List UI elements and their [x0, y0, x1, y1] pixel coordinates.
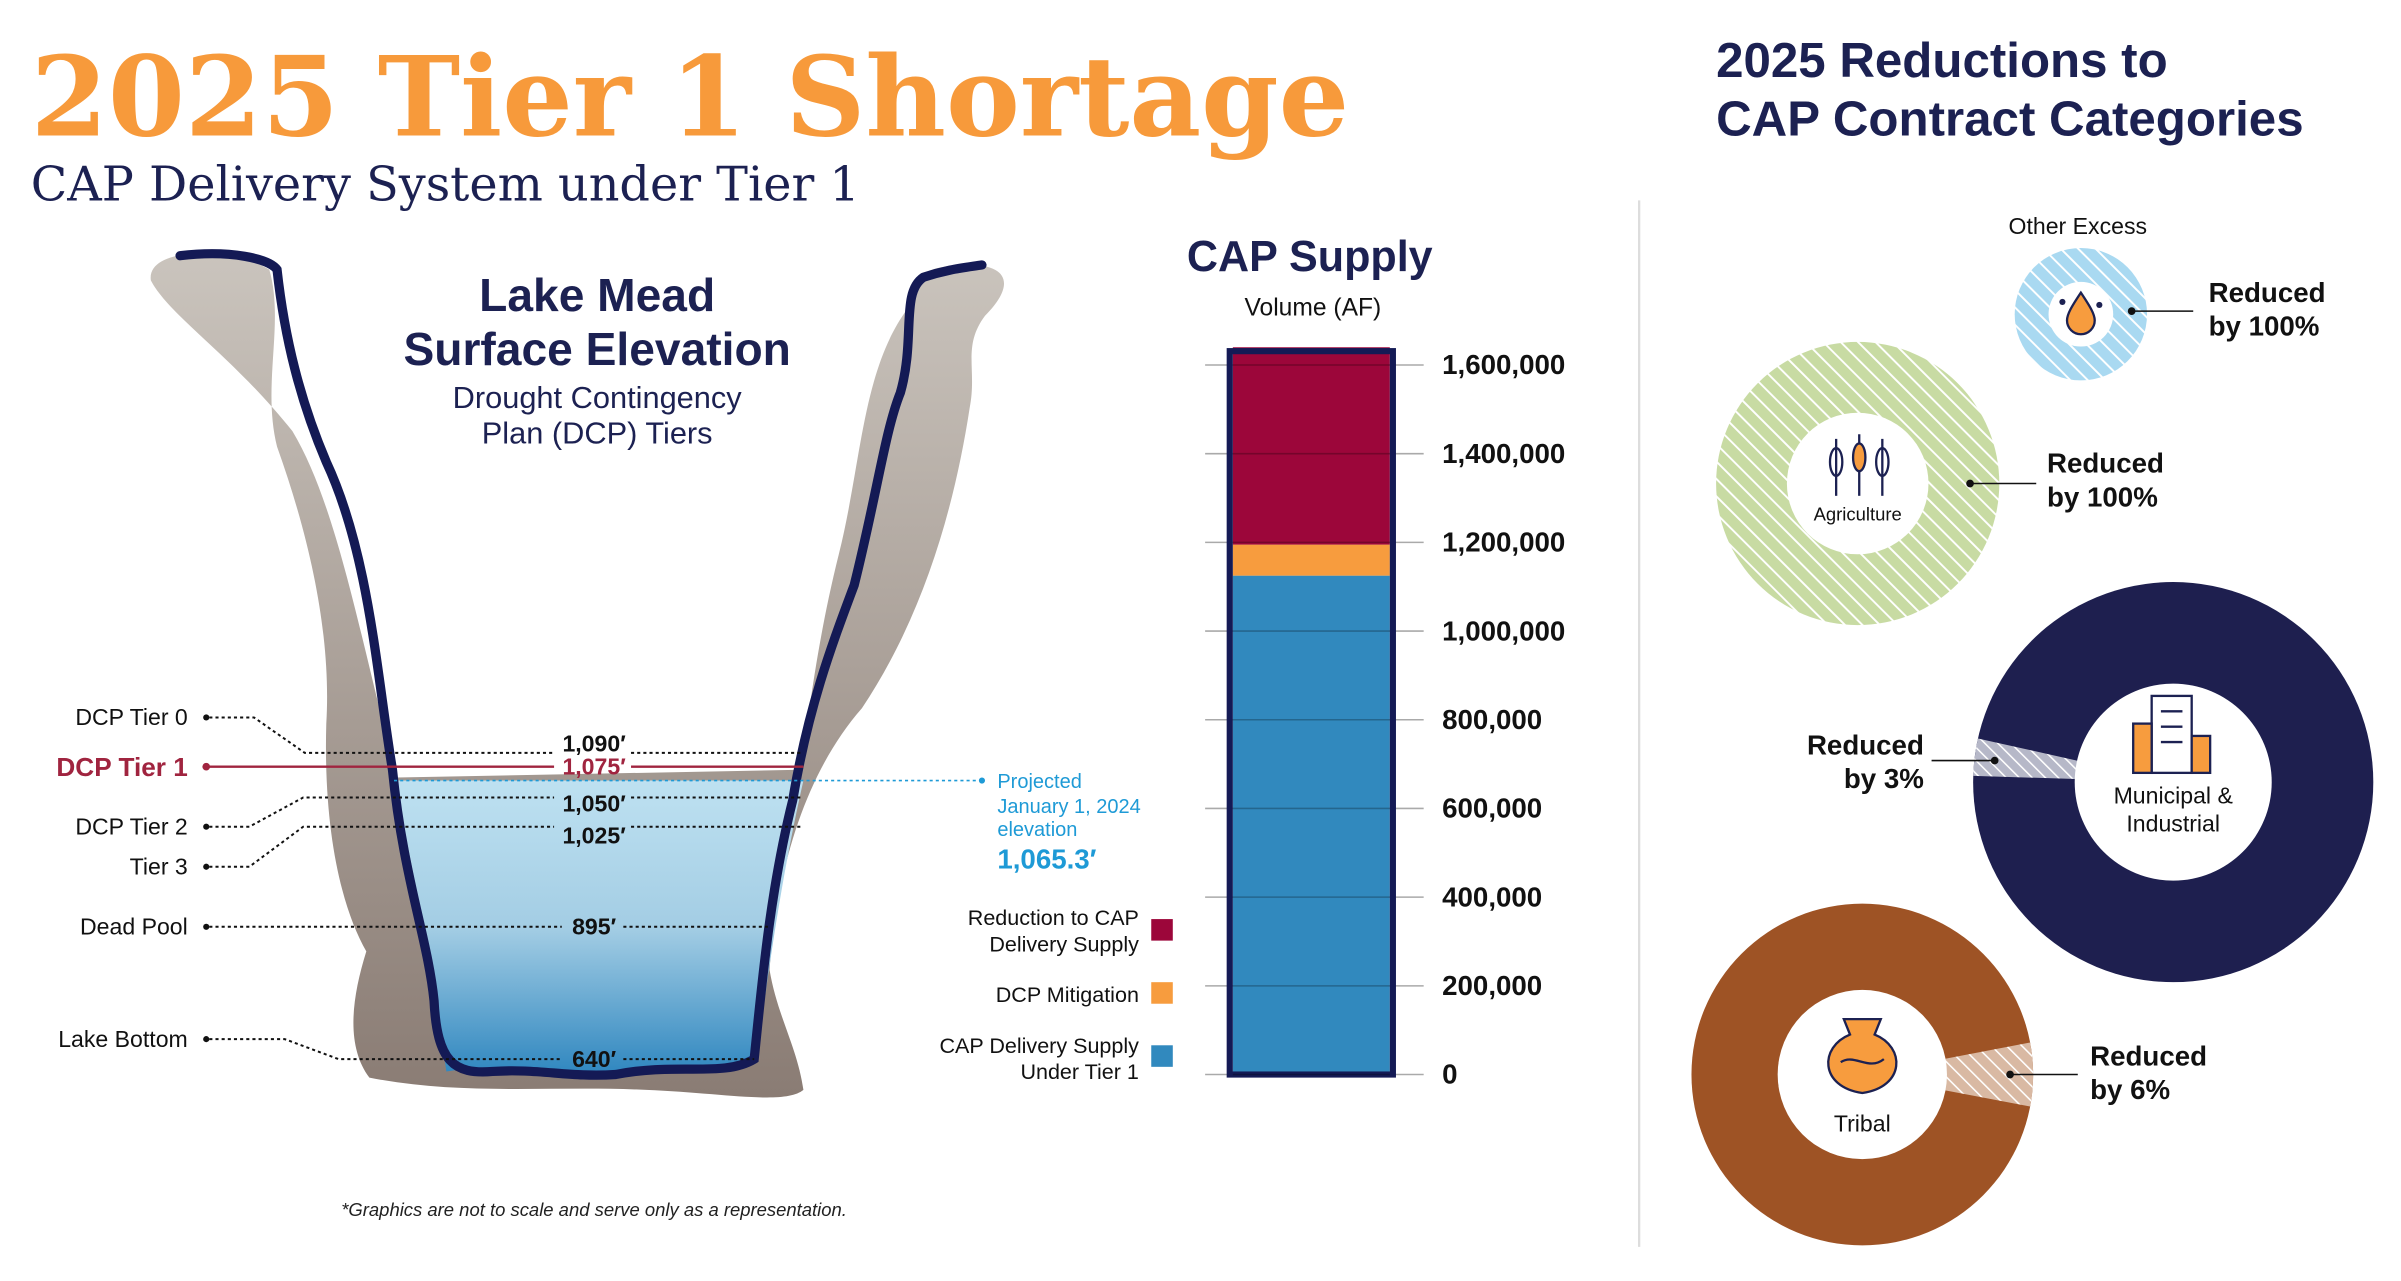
level-elevation: 1,075′ [562, 753, 626, 779]
legend-label: Reduction to CAP [968, 906, 1139, 930]
donut-chart [1716, 341, 2000, 626]
bar-segment [1232, 347, 1390, 545]
category-name: Tribal [1834, 1110, 1891, 1136]
bar-outline [1226, 348, 1396, 1078]
level-label: Dead Pool [80, 913, 188, 939]
level-tier2: DCP Tier 2 1,050′ [75, 790, 804, 839]
y-tick-label: 1,400,000 [1442, 438, 1565, 469]
category-municipal-industrial: Municipal & Industrial Reduced by 3% [1807, 694, 2234, 836]
level-elevation: 1,090′ [562, 730, 626, 756]
level-elevation: 1,025′ [562, 823, 626, 849]
reduced-line1: Reduced [2209, 277, 2326, 308]
donut-reduced-wedge [1943, 1042, 2034, 1107]
canyon-rock [150, 253, 1005, 1098]
level-label: DCP Tier 2 [75, 813, 187, 839]
projected-line1: Projected [997, 771, 1081, 793]
level-dead-pool: Dead Pool 895′ [80, 913, 770, 939]
water-drops-icon [2059, 290, 2103, 336]
level-elevation: 640′ [572, 1046, 617, 1072]
projected-line3: elevation [997, 819, 1077, 841]
legend-label: Delivery Supply [989, 932, 1139, 956]
legend-item-mitigation: DCP Mitigation [996, 982, 1173, 1007]
legend-label: Under Tier 1 [1020, 1060, 1138, 1084]
legend-label: DCP Mitigation [996, 983, 1139, 1007]
reduced-line1: Reduced [1807, 729, 1924, 760]
lake-subtitle-line2: Plan (DCP) Tiers [482, 415, 713, 450]
category-agriculture: Agriculture Reduced by 100% [1814, 434, 2164, 524]
chart-ylabel: Volume (AF) [1244, 295, 1381, 322]
reduced-line2: by 3% [1844, 763, 1924, 794]
category-donuts [1691, 248, 2374, 1246]
level-label: DCP Tier 0 [75, 704, 187, 730]
projected-elevation: Projected January 1, 2024 elevation 1,06… [394, 771, 1141, 874]
level-elevation: 1,050′ [562, 790, 626, 816]
level-label: Lake Bottom [58, 1026, 188, 1052]
reduced-line1: Reduced [2090, 1040, 2207, 1071]
chart-title: CAP Supply [1187, 233, 1433, 281]
level-label: DCP Tier 1 [56, 752, 187, 782]
lake-subtitle-line1: Drought Contingency [453, 380, 743, 415]
y-tick-label: 0 [1442, 1059, 1457, 1090]
chart-grid-over [1232, 364, 1390, 1076]
reduced-line2: by 100% [2047, 482, 2158, 513]
y-tick-label: 200,000 [1442, 970, 1542, 1001]
donut-reduced-wedge [1973, 738, 2079, 780]
level-tier0: DCP Tier 0 1,090′ [75, 704, 804, 756]
y-tick-label: 1,000,000 [1442, 615, 1565, 646]
category-tribal: Tribal Reduced by 6% [1827, 1017, 2207, 1136]
lake-title-line1: Lake Mead [479, 269, 715, 321]
legend-swatch [1151, 982, 1173, 1004]
lake-water [394, 780, 804, 1076]
legend-swatch [1151, 1045, 1173, 1067]
donut-hole [2074, 683, 2272, 881]
page-title: 2025 Tier 1 Shortage [31, 33, 1349, 163]
reduced-line2: by 6% [2090, 1074, 2170, 1105]
y-tick-label: 1,600,000 [1442, 349, 1565, 380]
wheat-icon [1828, 434, 1890, 496]
chart-tick-labels: 0 200,000 400,000 600,000 800,000 1,000,000 1,… [1442, 349, 1565, 1090]
right-title-line1: 2025 Reductions to [1716, 33, 2168, 88]
legend-item-reduction: Reduction to CAP Delivery Supply [968, 906, 1173, 956]
pottery-icon [1827, 1017, 1898, 1095]
right-title-line2: CAP Contract Categories [1716, 92, 2304, 147]
lake-title-line2: Surface Elevation [403, 323, 790, 375]
y-tick-label: 800,000 [1442, 704, 1542, 735]
chart-bars [1232, 347, 1390, 1075]
level-label: Tier 3 [130, 853, 188, 879]
legend: Reduction to CAP Delivery Supply DCP Mit… [939, 906, 1173, 1084]
level-elevation: 895′ [572, 913, 617, 939]
footnote: *Graphics are not to scale and serve onl… [341, 1199, 847, 1220]
y-tick-label: 600,000 [1442, 793, 1542, 824]
reduced-line2: by 100% [2209, 311, 2320, 342]
lake-outline [175, 249, 987, 1080]
donut-hole [1786, 412, 1929, 555]
reduced-line1: Reduced [2047, 448, 2164, 479]
level-tier1: DCP Tier 1 1,075′ [56, 752, 804, 782]
projected-line2: January 1, 2024 [997, 796, 1140, 818]
category-name-line1: Municipal & [2114, 783, 2234, 809]
category-other-excess: Other Excess Reduced by 100% [2009, 213, 2326, 342]
projected-value: 1,065.3′ [997, 843, 1096, 874]
category-name-line2: Industrial [2126, 810, 2220, 836]
level-lake-bottom: Lake Bottom 640′ [58, 1026, 755, 1072]
bar-segment [1232, 544, 1390, 576]
legend-swatch [1151, 919, 1173, 941]
y-tick-label: 1,200,000 [1442, 527, 1565, 558]
legend-label: CAP Delivery Supply [939, 1034, 1139, 1058]
y-tick-label: 400,000 [1442, 881, 1542, 912]
level-tier3: Tier 3 1,025′ [130, 823, 804, 879]
category-name: Agriculture [1814, 503, 1902, 524]
bar-segment [1232, 575, 1390, 1075]
legend-item-delivery: CAP Delivery Supply Under Tier 1 [939, 1034, 1173, 1084]
donut-chart [1973, 582, 2374, 983]
page-subtitle: CAP Delivery System under Tier 1 [31, 157, 860, 212]
category-name: Other Excess [2009, 213, 2148, 239]
buildings-icon [2132, 694, 2212, 775]
